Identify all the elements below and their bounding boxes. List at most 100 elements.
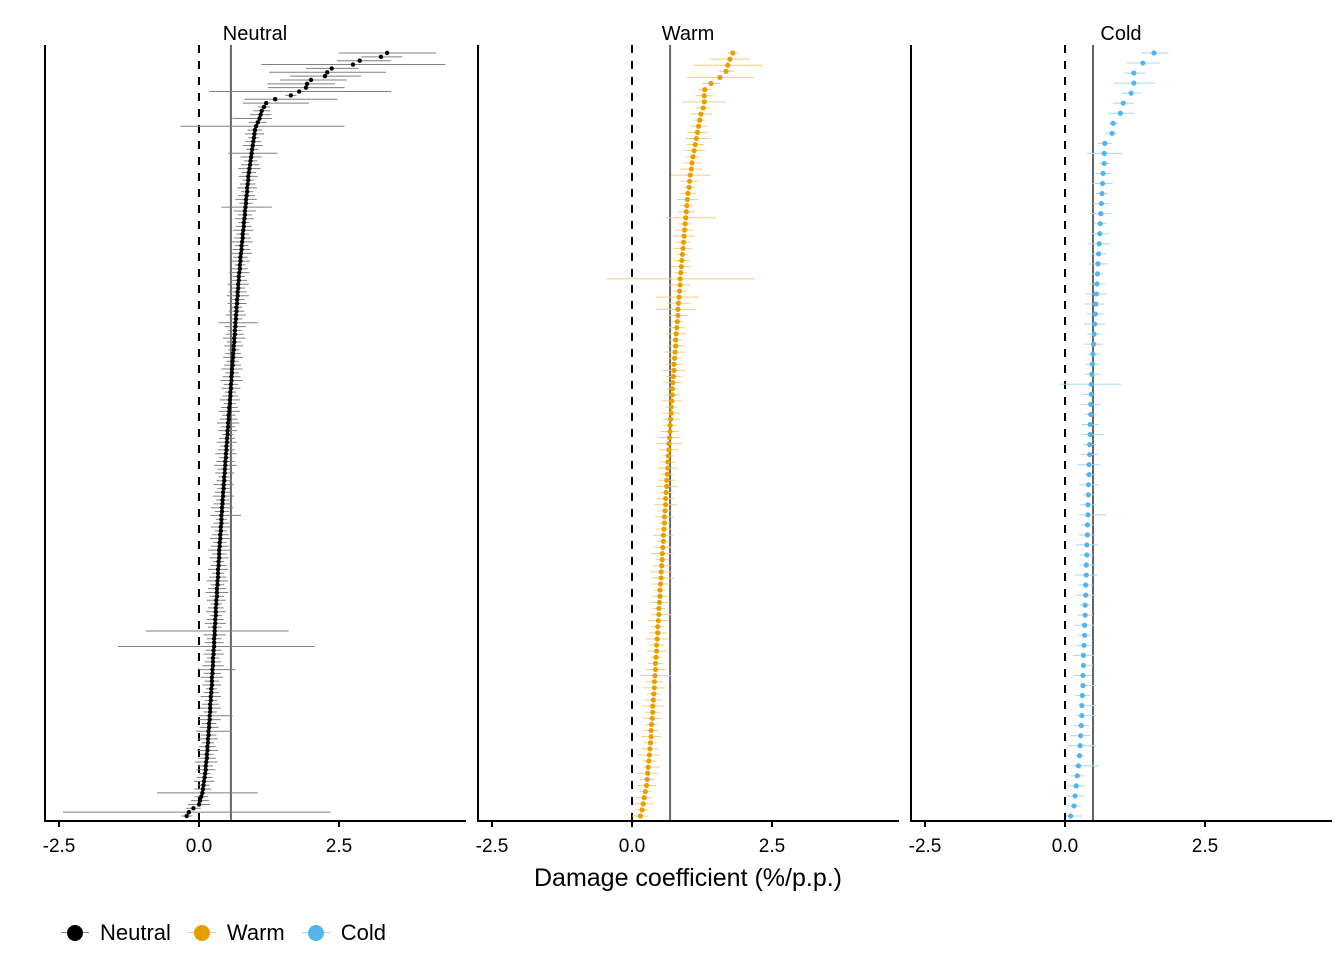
point-estimate xyxy=(240,231,245,237)
point-estimate xyxy=(227,409,232,414)
panel-title-warm: Warm xyxy=(662,23,715,45)
point-estimate xyxy=(1075,763,1082,769)
point-estimate xyxy=(643,782,650,789)
point-estimate xyxy=(225,428,230,433)
point-estimate xyxy=(680,239,687,245)
point-estimate xyxy=(216,563,221,568)
point-estimate xyxy=(218,532,223,537)
point-estimate xyxy=(214,590,220,595)
point-estimate xyxy=(1085,512,1091,518)
point-estimate xyxy=(206,725,212,730)
point-estimate xyxy=(378,54,384,60)
point-estimate xyxy=(675,300,682,306)
point-estimate xyxy=(1096,251,1102,257)
point-estimate xyxy=(303,85,309,90)
point-estimate xyxy=(234,301,240,306)
point-estimate xyxy=(669,386,675,392)
point-estimate xyxy=(216,555,222,561)
point-estimate xyxy=(666,434,673,441)
point-estimate xyxy=(723,68,729,74)
point-estimate xyxy=(1117,110,1124,116)
point-estimate xyxy=(686,184,692,190)
point-estimate xyxy=(1077,743,1083,749)
point-estimate xyxy=(244,193,249,198)
point-estimate xyxy=(679,251,686,258)
point-estimate xyxy=(698,111,704,117)
point-estimate xyxy=(656,611,662,618)
point-estimate xyxy=(648,727,654,734)
point-estimate xyxy=(1100,170,1106,177)
point-estimate xyxy=(1090,351,1096,357)
point-estimate xyxy=(1085,482,1092,488)
point-estimate xyxy=(681,233,687,239)
point-estimate xyxy=(1085,492,1092,498)
point-estimate xyxy=(224,443,229,449)
point-estimate xyxy=(209,675,215,680)
point-estimate xyxy=(1087,451,1093,458)
point-estimate xyxy=(384,50,390,56)
point-estimate xyxy=(655,618,661,624)
point-estimate xyxy=(661,514,668,520)
point-estimate xyxy=(216,551,222,557)
point-estimate xyxy=(661,520,668,526)
point-estimate xyxy=(196,802,202,807)
point-estimate xyxy=(1083,562,1089,568)
point-estimate xyxy=(236,278,241,283)
point-estimate xyxy=(229,374,234,379)
point-estimate xyxy=(251,139,256,144)
point-estimate xyxy=(1080,652,1087,658)
point-estimate xyxy=(325,70,330,75)
point-estimate xyxy=(219,509,225,514)
point-estimate xyxy=(246,170,252,175)
point-estimate xyxy=(1151,50,1157,56)
point-estimate xyxy=(226,413,231,418)
point-estimate xyxy=(654,642,660,648)
point-estimate xyxy=(206,721,212,726)
point-estimate xyxy=(224,440,230,445)
point-estimate xyxy=(661,526,667,532)
point-estimate xyxy=(654,648,660,654)
point-estimate xyxy=(660,538,666,544)
point-estimate xyxy=(701,99,707,105)
point-estimate xyxy=(239,243,244,248)
point-estimate xyxy=(646,758,652,764)
point-estimate xyxy=(255,120,260,125)
legend-key-warm xyxy=(185,918,219,948)
point-estimate xyxy=(230,362,235,368)
point-estimate xyxy=(288,93,294,98)
point-estimate xyxy=(669,398,675,404)
point-estimate xyxy=(224,447,229,453)
point-estimate xyxy=(674,318,680,325)
point-estimate xyxy=(649,715,655,721)
point-estimate xyxy=(678,270,684,276)
point-estimate xyxy=(1092,311,1098,317)
point-estimate xyxy=(697,117,703,123)
point-estimate xyxy=(206,732,211,738)
point-estimate xyxy=(1088,401,1094,407)
point-estimate xyxy=(1091,331,1097,337)
point-estimate xyxy=(244,189,250,194)
point-estimate xyxy=(231,347,236,352)
point-estimate xyxy=(1088,391,1094,397)
point-estimate xyxy=(657,593,663,599)
point-estimate xyxy=(656,599,663,605)
point-estimate xyxy=(1131,80,1137,86)
point-estimate xyxy=(678,264,684,270)
point-estimate xyxy=(660,532,666,538)
point-estimate xyxy=(230,355,236,360)
point-estimate xyxy=(658,575,664,581)
point-estimate xyxy=(683,209,689,215)
point-estimate xyxy=(663,489,669,496)
point-estimate xyxy=(660,544,666,551)
point-estimate xyxy=(1120,100,1126,106)
point-estimate xyxy=(683,215,689,221)
point-estimate xyxy=(222,470,227,476)
point-estimate xyxy=(235,293,240,298)
point-estimate xyxy=(657,587,663,593)
point-estimate xyxy=(213,609,218,614)
point-estimate xyxy=(671,367,677,374)
point-estimate xyxy=(205,736,211,742)
point-estimate xyxy=(225,432,230,437)
point-estimate xyxy=(237,262,243,268)
point-estimate xyxy=(236,285,241,291)
